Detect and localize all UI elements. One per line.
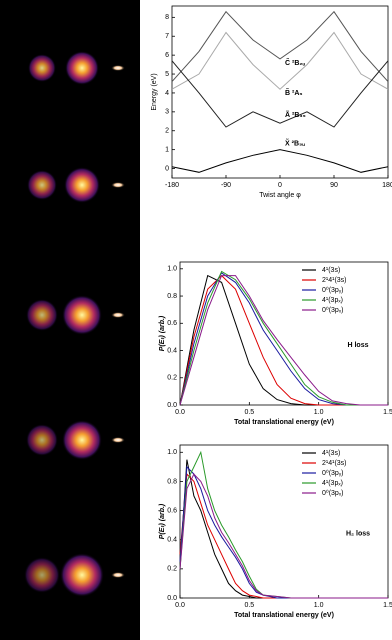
x-tick-label: 180 [382,182,392,189]
y-tick-label: 6 [165,52,169,59]
legend-label: 2¹4¹(3s) [322,277,347,284]
ion-blob [111,572,125,578]
y-tick-label: 5 [165,71,169,78]
legend-label: 0⁰(3pᵧ) [322,286,343,294]
series-label: X̃ ²B₃ᵤ [285,140,305,148]
panel-letter: A [6,9,11,16]
y-axis-label: P(Eₜ) (arb.) [159,503,166,539]
ion-label: C₂H₂⁺ [32,97,52,104]
legend-label: 0⁰(3pₓ) [322,489,343,497]
y-tick-label: 0.0 [167,595,177,602]
legend-label: 0⁰(3pₓ) [322,306,343,314]
y-tick-label: 1.0 [167,266,177,273]
y-tick-label: 2 [165,128,169,135]
annotation: H₂ loss [346,531,370,538]
x-axis-label: Total translational energy (eV) [234,612,334,619]
y-tick-label: 0.8 [167,293,177,300]
ion-blob [65,51,99,85]
y-tick-label: 0.0 [167,402,177,409]
x-tick-label: 1.5 [383,602,392,609]
series-line [171,149,389,173]
y-tick-label: 4 [165,90,169,97]
series-line [171,10,389,82]
x-tick-label: 0.5 [244,409,254,416]
y-tick-label: 0.2 [167,566,177,573]
series-label: C̃ ²B₂ᵤ [285,59,305,67]
panel-letter: C [6,255,11,262]
y-tick-label: 0.4 [167,347,177,354]
y-tick-label: 1.0 [167,449,177,456]
series-line [179,275,388,406]
x-tick-label: 0.5 [244,602,254,609]
legend-label: 4¹(3pₓ) [322,297,343,304]
ion-blob [27,170,57,200]
ion-blob [62,295,102,335]
x-tick-label: 90 [330,182,338,189]
x-tick-label: 0.0 [175,602,185,609]
y-tick-label: 0.4 [167,537,177,544]
y-tick-label: 0.8 [167,478,177,485]
y-axis-label: P(Eₜ) (arb.) [159,315,166,351]
ion-blob [60,553,104,597]
y-tick-label: 8 [165,14,169,21]
x-tick-label: -180 [165,182,179,189]
ion-blob [26,299,58,331]
ion-blob [28,54,56,82]
series-line [179,473,388,599]
y-tick-label: 0.2 [167,375,177,382]
panel-letter: E [6,509,11,516]
ion-label: C₂H₃⁺ [72,97,92,104]
y-axis-label: Energy (eV) [151,73,158,110]
legend-label: 0⁰(3pᵧ) [322,469,343,477]
x-tick-label: 1.0 [314,409,324,416]
ion-label: C₂H₄⁺ [108,97,128,104]
ion-blob [111,312,125,318]
series-line [171,60,389,128]
series-label: B̃ ²A₉ [285,89,303,97]
legend-label: 4¹(3s) [322,267,340,274]
panel-letter: D [6,377,11,384]
x-tick-label: 0 [278,182,282,189]
x-tick-label: 1.0 [314,602,324,609]
y-tick-label: 1 [165,146,169,153]
y-tick-label: 3 [165,109,169,116]
y-tick-label: 0.6 [167,320,177,327]
legend-label: 2¹4¹(3s) [322,460,347,467]
y-tick-label: 0.6 [167,507,177,514]
x-tick-label: 0.0 [175,409,185,416]
ion-blob [111,65,125,71]
series-line [171,31,389,90]
x-tick-label: -90 [221,182,231,189]
ion-images [24,51,125,597]
ion-blob [64,167,100,203]
ion-blob [111,182,125,188]
x-axis-label: Total translational energy (eV) [234,419,334,426]
y-tick-label: 0 [165,165,169,172]
legend-label: 4¹(3pₓ) [322,480,343,487]
ion-blob [26,424,58,456]
ion-blob [111,437,125,443]
ion-blob [62,420,102,460]
annotation: H loss [347,342,368,349]
legend-label: 4¹(3s) [322,450,340,457]
plot-frame [179,261,389,406]
panel-letter: B [6,125,11,132]
series-line [179,270,388,406]
y-tick-label: 7 [165,33,169,40]
x-axis-label: Twist angle φ [259,192,301,199]
ion-blob [24,557,60,593]
series-line [179,465,388,599]
series-label: Ã ²B₃₉ [285,110,306,119]
x-tick-label: 1.5 [383,409,392,416]
